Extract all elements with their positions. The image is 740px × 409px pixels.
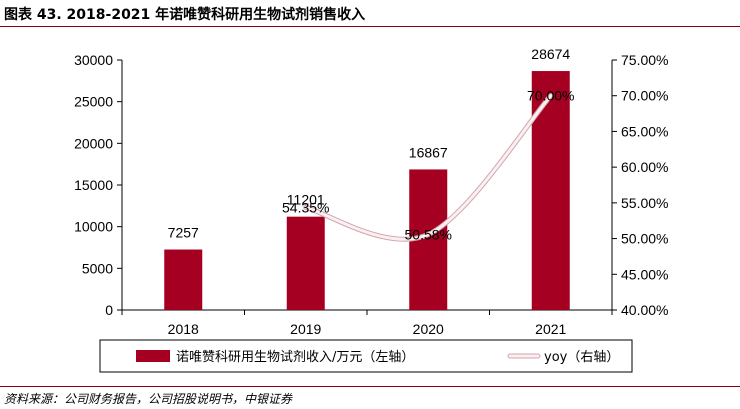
yoy-line-series — [303, 93, 554, 242]
right-axis-tick-label: 65.00% — [621, 123, 668, 139]
left-axis-tick-label: 0 — [105, 302, 113, 318]
x-axis-tick-label: 2020 — [413, 321, 444, 337]
left-axis-tick-label: 5000 — [82, 260, 113, 276]
right-axis-tick-label: 50.00% — [621, 231, 668, 247]
right-axis-tick-label: 40.00% — [621, 302, 668, 318]
title-rule — [0, 26, 740, 27]
revenue-bar — [531, 71, 570, 310]
left-axis-tick-label: 30000 — [74, 52, 113, 68]
revenue-bar-label: 11201 — [287, 192, 325, 208]
right-axis-tick-label: 75.00% — [621, 52, 668, 68]
left-axis: 0 5000 10000 15000 20000 25000 30000 — [74, 52, 123, 318]
bar-series — [164, 71, 570, 310]
yoy-data-labels: 54.35% 50.58% 70.00% — [282, 88, 574, 243]
yoy-point-label: 54.35% — [282, 200, 329, 216]
x-axis: 2018 2019 2020 2021 — [121, 309, 613, 337]
left-axis-tick-label: 15000 — [74, 177, 113, 193]
yoy-line — [304, 94, 553, 241]
source-note: 资料来源：公司财务报告，公司招股说明书，中银证券 — [4, 392, 293, 406]
revenue-bar — [286, 216, 325, 310]
legend-box — [99, 339, 633, 373]
revenue-chart: 0 5000 10000 15000 20000 25000 30000 40.00% 45.… — [74, 46, 668, 373]
revenue-bar-label: 16867 — [409, 144, 448, 160]
source-rule — [0, 386, 740, 387]
legend: 诺唯赞科研用生物试剂收入/万元（左轴） yoy（右轴） — [99, 339, 633, 373]
x-axis-tick-label: 2019 — [290, 321, 321, 337]
revenue-bar-label: 28674 — [531, 46, 570, 62]
bar-data-labels: 7257 11201 16867 28674 — [168, 46, 571, 240]
legend-bar-swatch — [136, 350, 170, 362]
figure-title: 图表 43. 2018-2021 年诺唯赞科研用生物试剂销售收入 — [4, 7, 366, 23]
yoy-point-label: 70.00% — [527, 88, 574, 104]
revenue-bar-label: 7257 — [168, 225, 199, 241]
right-axis-tick-label: 60.00% — [621, 159, 668, 175]
revenue-bar — [164, 249, 203, 310]
right-axis-tick-label: 70.00% — [621, 88, 668, 104]
left-axis-tick-label: 20000 — [74, 135, 113, 151]
legend-line-label: yoy（右轴） — [544, 350, 619, 365]
right-axis-tick-label: 45.00% — [621, 266, 668, 282]
left-axis-tick-label: 10000 — [74, 219, 113, 235]
left-axis-tick-label: 25000 — [74, 94, 113, 110]
right-axis: 40.00% 45.00% 50.00% 55.00% 60.00% 65.00% 70.0… — [611, 52, 668, 318]
right-axis-tick-label: 55.00% — [621, 195, 668, 211]
yoy-point-label: 50.58% — [405, 226, 452, 242]
x-axis-tick-label: 2021 — [535, 321, 566, 337]
x-axis-tick-label: 2018 — [168, 321, 199, 337]
legend-bar-label: 诺唯赞科研用生物试剂收入/万元（左轴） — [176, 350, 414, 365]
